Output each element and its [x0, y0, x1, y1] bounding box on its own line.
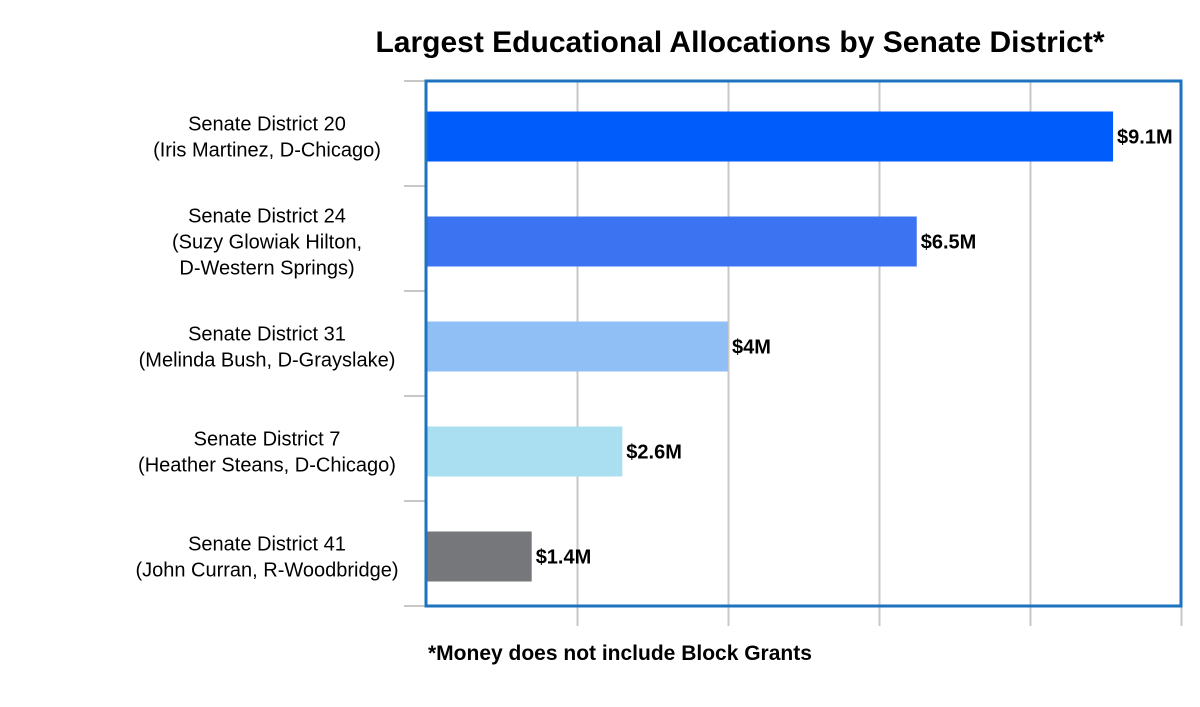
bar: [427, 216, 917, 267]
value-label: $4M: [732, 337, 771, 359]
value-label: $9.1M: [1117, 127, 1173, 149]
bars: [427, 111, 1114, 582]
category-label: Senate District 24 (Suzy Glowiak Hilton, D…: [172, 206, 362, 280]
axis-ticks: [404, 80, 426, 607]
category-label: Senate District 7 (Heather Steans, D-Chic…: [138, 429, 396, 477]
category-label: Senate District 41 (John Curran, R-Woodbr…: [135, 534, 398, 582]
value-label: $1.4M: [536, 547, 592, 569]
value-label: $2.6M: [626, 442, 682, 464]
chart-title: Largest Educational Allocations by Senat…: [375, 26, 1105, 59]
bar: [427, 321, 728, 372]
plot-frame: [424, 79, 1183, 608]
footnote: *Money does not include Block Grants: [428, 642, 812, 665]
value-label: $6.5M: [921, 232, 977, 254]
category-label: Senate District 31 (Melinda Bush, D-Grays…: [139, 324, 396, 372]
bar: [427, 426, 623, 477]
bar: [427, 111, 1114, 162]
value-labels: $9.1M $6.5M $4M $2.6M $1.4M: [536, 127, 1173, 569]
gridlines: [576, 81, 1183, 626]
category-labels: Senate District 20 (Iris Martinez, D-Chic…: [135, 114, 398, 582]
category-label: Senate District 20 (Iris Martinez, D-Chic…: [153, 114, 381, 162]
bar: [427, 531, 532, 582]
